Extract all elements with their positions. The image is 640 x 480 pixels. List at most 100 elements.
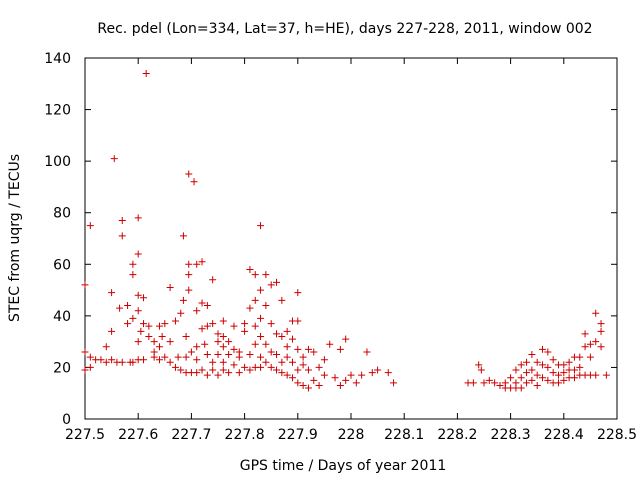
data-point: [155, 322, 163, 330]
data-point: [368, 369, 376, 377]
data-point: [209, 276, 217, 284]
data-point: [155, 356, 163, 364]
data-point: [560, 369, 568, 377]
data-point: [384, 369, 392, 377]
data-point: [235, 369, 243, 377]
data-point: [161, 353, 169, 361]
x-tick-label: 228.5: [597, 427, 637, 443]
data-point: [273, 351, 281, 359]
data-point: [198, 299, 206, 307]
data-point: [203, 351, 211, 359]
data-point: [214, 330, 222, 338]
data-point: [108, 327, 116, 335]
data-point: [225, 369, 233, 377]
data-point: [118, 232, 126, 240]
data-point: [544, 376, 552, 384]
data-point: [134, 338, 142, 346]
data-point: [262, 271, 270, 279]
data-point: [597, 327, 605, 335]
data-point: [214, 351, 222, 359]
data-point: [187, 348, 195, 356]
data-point: [560, 376, 568, 384]
data-point: [129, 314, 137, 322]
data-point: [129, 358, 137, 366]
data-point: [177, 309, 185, 317]
data-point: [581, 343, 589, 351]
data-point: [129, 271, 137, 279]
data-point: [230, 361, 238, 369]
data-point: [246, 265, 254, 273]
data-point: [533, 371, 541, 379]
data-point: [528, 351, 536, 359]
data-point: [592, 338, 600, 346]
data-point: [134, 250, 142, 258]
data-point: [554, 379, 562, 387]
data-point: [496, 381, 504, 389]
x-tick-label: 228.1: [384, 427, 424, 443]
data-point: [193, 343, 201, 351]
data-point: [363, 348, 371, 356]
data-point: [108, 356, 116, 364]
data-point: [209, 358, 217, 366]
data-point: [304, 366, 312, 374]
data-point: [475, 361, 483, 369]
data-point: [140, 356, 148, 364]
data-point: [539, 345, 547, 353]
data-point: [230, 345, 238, 353]
data-point: [331, 374, 339, 382]
data-point: [288, 358, 296, 366]
data-point: [310, 348, 318, 356]
data-point: [528, 366, 536, 374]
data-point: [171, 317, 179, 325]
x-tick-label: 228.3: [491, 427, 531, 443]
x-tick-label: 227.9: [278, 427, 318, 443]
data-point: [602, 371, 610, 379]
y-tick-label: 100: [44, 154, 71, 170]
data-point: [179, 296, 187, 304]
data-point: [86, 353, 94, 361]
data-point: [507, 374, 515, 382]
data-point: [528, 376, 536, 384]
data-point: [203, 302, 211, 310]
data-point: [166, 358, 174, 366]
data-point: [523, 369, 531, 377]
data-point: [326, 340, 334, 348]
data-point: [283, 353, 291, 361]
x-tick-label: 228: [338, 427, 365, 443]
data-point: [129, 260, 137, 268]
data-point: [134, 307, 142, 315]
axis-ticks: [84, 57, 618, 420]
data-point: [294, 366, 302, 374]
data-point: [161, 320, 169, 328]
data-point: [116, 304, 124, 312]
data-point: [214, 338, 222, 346]
data-point: [544, 363, 552, 371]
data-point: [267, 348, 275, 356]
data-point: [209, 320, 217, 328]
data-point: [219, 332, 227, 340]
data-point: [230, 322, 238, 330]
data-point: [278, 296, 286, 304]
data-point: [134, 214, 142, 222]
data-point: [219, 317, 227, 325]
data-point: [203, 322, 211, 330]
data-point: [320, 356, 328, 364]
data-point: [124, 302, 132, 310]
x-tick-label: 227.8: [225, 427, 265, 443]
data-point: [171, 363, 179, 371]
data-point: [278, 369, 286, 377]
data-point: [576, 363, 584, 371]
data-point: [166, 283, 174, 291]
data-point: [278, 358, 286, 366]
data-point: [262, 358, 270, 366]
x-tick-label: 228.2: [437, 427, 477, 443]
data-point: [539, 361, 547, 369]
y-tick-labels: 0 20 40 60 80 100 120 140: [44, 51, 71, 428]
data-point: [288, 335, 296, 343]
data-point: [246, 351, 254, 359]
data-point: [225, 351, 233, 359]
data-point: [288, 374, 296, 382]
data-point: [251, 322, 259, 330]
data-point: [241, 363, 249, 371]
data-point: [533, 358, 541, 366]
